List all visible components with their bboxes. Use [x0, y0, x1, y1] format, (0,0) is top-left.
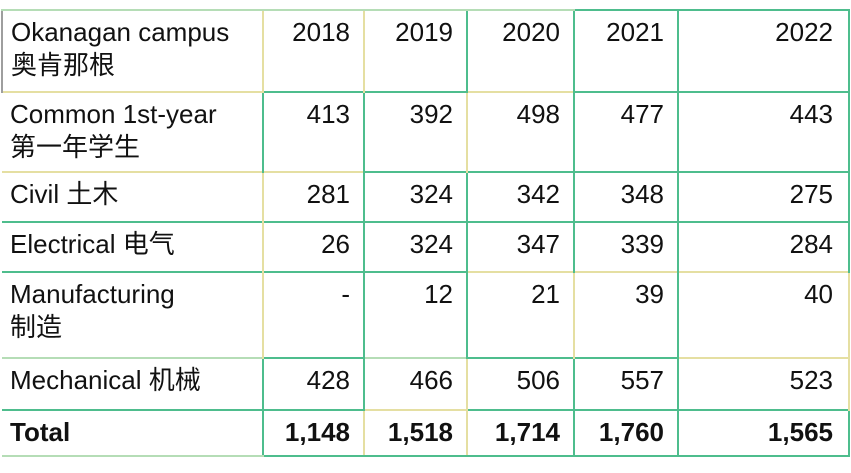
row-label: Civil 土木 [2, 171, 263, 222]
value-cell: 498 [466, 91, 574, 172]
row-label: Common 1st-year 第一年学生 [2, 91, 263, 172]
row-total: Total 1,148 1,518 1,714 1,760 1,565 [2, 409, 850, 457]
value-cell: 506 [466, 357, 574, 410]
total-value-cell: 1,518 [363, 409, 467, 457]
value-cell: 26 [262, 221, 364, 272]
row-manufacturing: Manufacturing 制造 - 12 21 39 40 [2, 271, 850, 358]
okanagan-enrollment-table: Okanagan campus 奥肯那根 2018 2019 2020 2021… [1, 9, 850, 457]
value-cell: 324 [363, 171, 467, 222]
value-cell: 523 [677, 357, 850, 410]
header-cell-2019: 2019 [363, 9, 467, 92]
row-label: Manufacturing 制造 [2, 271, 263, 358]
header-cell-2018: 2018 [262, 9, 364, 92]
value-cell: 12 [363, 271, 467, 358]
value-cell: 324 [363, 221, 467, 272]
value-cell: 477 [573, 91, 678, 172]
value-cell: 348 [573, 171, 678, 222]
row-label: Mechanical 机械 [2, 357, 263, 410]
total-value-cell: 1,714 [466, 409, 574, 457]
header-cell-campus: Okanagan campus 奥肯那根 [1, 9, 263, 92]
row-label: Total [2, 409, 263, 457]
row-common-first-year: Common 1st-year 第一年学生 413 392 498 477 44… [2, 91, 850, 172]
value-cell: 428 [262, 357, 364, 410]
header-row: Okanagan campus 奥肯那根 2018 2019 2020 2021… [1, 9, 850, 92]
value-cell: 347 [466, 221, 574, 272]
total-value-cell: 1,760 [573, 409, 678, 457]
row-civil: Civil 土木 281 324 342 348 275 [2, 171, 850, 222]
value-cell: 339 [573, 221, 678, 272]
total-value-cell: 1,565 [677, 409, 850, 457]
value-cell: 39 [573, 271, 678, 358]
value-cell: 392 [363, 91, 467, 172]
header-cell-2021: 2021 [573, 9, 678, 92]
value-cell: 275 [677, 171, 850, 222]
value-cell: 342 [466, 171, 574, 222]
total-value-cell: 1,148 [262, 409, 364, 457]
value-cell: 557 [573, 357, 678, 410]
header-cell-2022: 2022 [677, 9, 850, 92]
value-cell: 284 [677, 221, 850, 272]
value-cell: 443 [677, 91, 850, 172]
value-cell: 466 [363, 357, 467, 410]
value-cell: 40 [677, 271, 850, 358]
value-cell: 21 [466, 271, 574, 358]
row-electrical: Electrical 电气 26 324 347 339 284 [2, 221, 850, 272]
row-label: Electrical 电气 [2, 221, 263, 272]
header-cell-2020: 2020 [466, 9, 574, 92]
row-mechanical: Mechanical 机械 428 466 506 557 523 [2, 357, 850, 410]
value-cell: 413 [262, 91, 364, 172]
value-cell: 281 [262, 171, 364, 222]
value-cell: - [262, 271, 364, 358]
